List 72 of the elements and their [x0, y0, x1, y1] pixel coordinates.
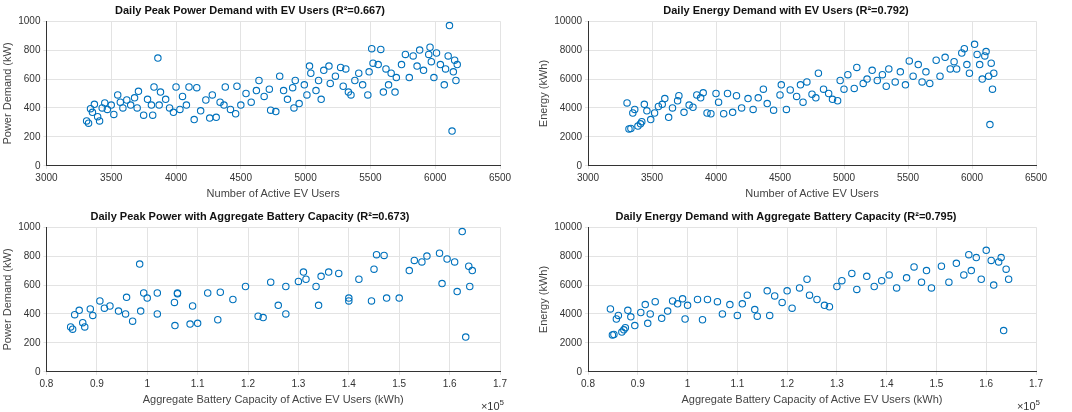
y-tick-label: 8000	[559, 43, 583, 55]
x-tick-label: 0.9	[630, 377, 646, 389]
y-tick-label: 800	[23, 43, 41, 55]
y-tick-label: 400	[23, 307, 41, 319]
y-tick-label: 0	[34, 159, 41, 171]
y-tick-label: 0	[34, 365, 41, 377]
x-tick-label: 4000	[704, 171, 728, 183]
x-tick-label: 1	[684, 377, 691, 389]
x-tick-label: 4500	[229, 171, 253, 183]
x-tick-label: 1.5	[392, 377, 407, 389]
x-tick-label: 1.2	[780, 377, 795, 389]
chart-title: Daily Peak Power Demand with EV Users (R²=0.667)	[115, 3, 386, 16]
y-tick-label: 0	[576, 159, 583, 171]
x-tick-label: 1.4	[341, 377, 357, 389]
y-tick-label: 1000	[18, 14, 41, 26]
x-tick-label: 5500	[896, 171, 920, 183]
y-tick-label: 200	[23, 336, 41, 348]
x-axis-title: Aggregate Battery Capacity of Active EV Users (kWh)	[681, 393, 943, 406]
x-tick-label: 1.3	[291, 377, 306, 389]
x-tick-label: 1.7	[493, 377, 508, 389]
y-tick-label: 600	[23, 72, 41, 84]
x-tick-label: 1	[144, 377, 151, 389]
y-tick-label: 800	[23, 249, 41, 261]
x-axis-title: Number of Active EV Users	[206, 187, 341, 200]
x-tick-label: 1.1	[190, 377, 206, 389]
y-tick-label: 1000	[18, 220, 41, 232]
y-tick-label: 10000	[554, 220, 583, 232]
x-tick-label: 1.2	[241, 377, 256, 389]
y-tick-label: 2000	[559, 130, 583, 142]
x-tick-label: 1.1	[730, 377, 745, 389]
y-tick-label: 4000	[559, 101, 583, 113]
x-tick-label: 3500	[100, 171, 123, 183]
x-tick-label: 4500	[768, 171, 792, 183]
x-tick-label: 1.5	[929, 377, 944, 389]
x-tick-label: 5000	[294, 171, 318, 183]
y-axis-title: Energy (kWh)	[536, 59, 549, 128]
y-tick-label: 6000	[559, 278, 583, 290]
x-axis-title: Number of Active EV Users	[745, 187, 880, 200]
x-tick-label: 1.7	[1029, 377, 1044, 389]
x-tick-label: 6500	[1024, 171, 1048, 183]
y-tick-label: 2000	[559, 336, 583, 348]
x-tick-label: 1.6	[442, 377, 457, 389]
x-tick-label: 5000	[832, 171, 856, 183]
y-axis-title: Energy (kWh)	[536, 265, 549, 334]
x-tick-label: 6500	[488, 171, 512, 183]
chart-title: Daily Energy Demand with Aggregate Battery Capacity (R²=0.795)	[615, 209, 957, 222]
chart-title: Daily Energy Demand with EV Users (R²=0.792)	[663, 3, 910, 16]
x-tick-label: 3500	[640, 171, 664, 183]
x-tick-label: 1.3	[829, 377, 845, 389]
y-tick-label: 200	[23, 130, 41, 142]
x-tick-label: 1.6	[979, 377, 994, 389]
x-tick-label: 6000	[960, 171, 984, 183]
y-axis-title: Power Demand (kW)	[0, 42, 13, 145]
chart-title: Daily Peak Power with Aggregate Battery Capacity (R²=0.673)	[90, 209, 410, 222]
x-tick-label: 4000	[164, 171, 188, 183]
y-tick-label: 600	[23, 278, 41, 290]
y-tick-label: 400	[23, 101, 41, 113]
x-tick-label: 0.8	[581, 377, 596, 389]
x-tick-label: 0.8	[39, 377, 54, 389]
x-tick-label: 3000	[576, 171, 600, 183]
y-axis-title: Power Demand (kW)	[0, 248, 13, 351]
y-tick-label: 6000	[559, 72, 583, 84]
y-tick-label: 4000	[559, 307, 583, 319]
x-tick-label: 5500	[359, 171, 382, 183]
y-tick-label: 0	[576, 365, 583, 377]
x-axis-title: Aggregate Battery Capacity of Active EV Users (kWh)	[142, 393, 404, 406]
x-tick-label: 1.4	[879, 377, 895, 389]
x-tick-label: 0.9	[89, 377, 105, 389]
x-tick-label: 3000	[35, 171, 59, 183]
x-tick-label: 6000	[424, 171, 447, 183]
y-tick-label: 10000	[554, 14, 583, 26]
y-tick-label: 8000	[559, 249, 583, 261]
